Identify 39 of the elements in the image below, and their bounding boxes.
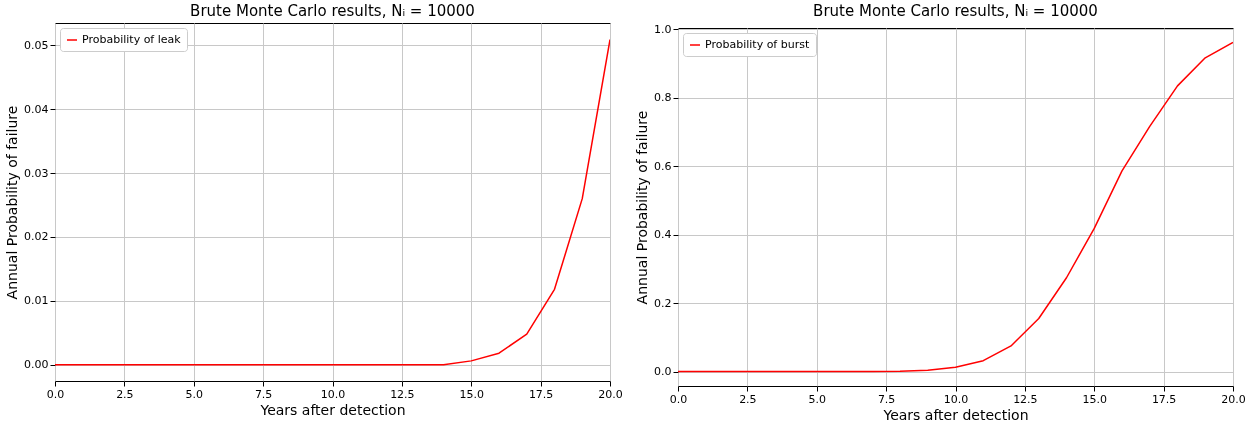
x-tick-label: 5.0 xyxy=(808,392,826,406)
chart-title: Brute Monte Carlo results, Nᵢ = 10000 xyxy=(190,2,475,20)
x-tick-label: 12.5 xyxy=(1013,392,1038,406)
y-tick-label: 0.05 xyxy=(24,38,49,52)
x-tick-label: 0.0 xyxy=(669,392,688,406)
x-tick-label: 7.5 xyxy=(254,387,273,401)
y-tick-label: 0.2 xyxy=(654,296,672,310)
y-tick-label: 1.0 xyxy=(654,22,672,36)
x-tick-label: 2.5 xyxy=(116,387,134,401)
x-tick-label: 10.0 xyxy=(943,392,969,406)
x-tick-label: 7.5 xyxy=(877,392,896,406)
y-tick-label: 0.00 xyxy=(24,358,49,372)
x-axis-title: Years after detection xyxy=(259,401,406,418)
y-tick-label: 0.6 xyxy=(654,159,672,173)
x-tick-label: 5.0 xyxy=(185,387,203,401)
x-tick-label: 0.0 xyxy=(46,387,65,401)
legend-label: Probability of burst xyxy=(705,38,810,51)
x-tick-label: 20.0 xyxy=(598,387,623,401)
x-tick-label: 17.5 xyxy=(1151,392,1177,406)
x-tick-label: 17.5 xyxy=(528,387,554,401)
y-tick-label: 0.04 xyxy=(24,102,49,116)
x-tick-label: 2.5 xyxy=(739,392,757,406)
y-tick-label: 0.02 xyxy=(24,230,49,244)
y-tick-label: 0.03 xyxy=(24,166,49,180)
y-tick-label: 0.01 xyxy=(24,294,49,308)
y-tick-label: 0.8 xyxy=(654,91,672,105)
x-tick-label: 15.0 xyxy=(1082,392,1107,406)
line-series xyxy=(678,41,1233,373)
y-tick-label: 0.0 xyxy=(654,365,672,379)
x-tick-label: 15.0 xyxy=(459,387,484,401)
x-axis-title: Years after detection xyxy=(882,406,1029,423)
x-tick-label: 10.0 xyxy=(320,387,346,401)
chart-title: Brute Monte Carlo results, Nᵢ = 10000 xyxy=(813,2,1098,21)
y-axis-title: Annual Probability of failure xyxy=(4,105,21,300)
y-tick-label: 0.4 xyxy=(654,228,672,242)
legend-label: Probability of leak xyxy=(82,33,182,46)
y-axis-title: Annual Probability of failure xyxy=(634,110,651,305)
x-tick-label: 12.5 xyxy=(390,387,415,401)
x-tick-label: 20.0 xyxy=(1221,392,1246,406)
